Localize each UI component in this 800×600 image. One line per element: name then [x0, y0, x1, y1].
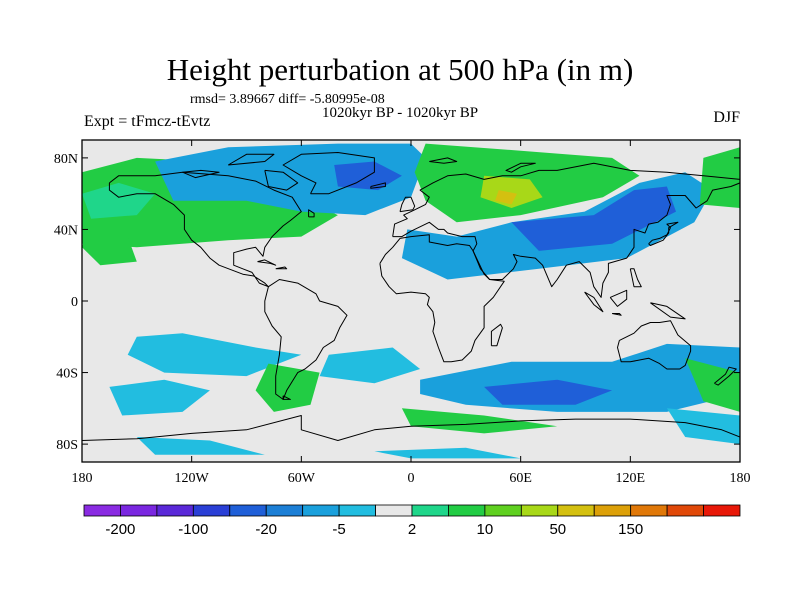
map-plot-area: [82, 140, 740, 462]
coastline-5: [379, 234, 505, 363]
coastline-18: [264, 169, 299, 191]
colorbar-swatch-9: [411, 504, 449, 517]
colorbar-swatch-12: [520, 504, 559, 517]
colorbar-label-6: 50: [549, 521, 566, 538]
coastline-19: [227, 153, 275, 166]
time-period: 1020kyr BP - 1020kyr BP: [322, 105, 479, 121]
coastline-12: [714, 366, 737, 386]
colorbar-label-2: -20: [255, 521, 277, 538]
contour-region-0: [82, 157, 338, 248]
colorbar-label-3: -5: [332, 521, 345, 538]
contour-region-17: [401, 408, 558, 434]
coastline-20: [182, 169, 220, 179]
coastline-8: [399, 196, 416, 213]
lon-tick-label-2: 60W: [288, 471, 316, 486]
coastlines: [82, 152, 740, 441]
colorbar-swatch-10: [448, 504, 486, 517]
colorbar-swatch-15: [630, 504, 668, 517]
coastline-22: [275, 266, 288, 270]
experiment-label: Expt = tFmcz-tEvtz: [84, 113, 211, 130]
coastline-1: [264, 279, 348, 400]
lon-tick-label-5: 120E: [616, 471, 646, 486]
lon-tick-label-0: 180: [72, 471, 93, 486]
lon-tick-label-6: 180: [730, 471, 751, 486]
colorbar-label-5: 10: [477, 521, 494, 538]
colorbar-swatch-8: [375, 504, 413, 517]
lon-tick-label-1: 120W: [175, 471, 210, 486]
colorbar-swatch-2: [156, 504, 194, 517]
coastline-3: [392, 162, 740, 237]
colorbar-swatch-13: [557, 504, 595, 517]
coastline-14: [612, 313, 622, 316]
contour-region-8: [511, 186, 676, 251]
coastline-6: [617, 320, 692, 370]
lat-tick-label-3: 40S: [56, 367, 78, 382]
coastline-26: [282, 395, 291, 400]
contour-region-13: [255, 363, 320, 412]
contour-region-19: [136, 437, 265, 455]
rmsd-stats: rmsd= 3.89667 diff= -5.80995e-08: [190, 92, 385, 107]
colorbar-swatch-0: [83, 504, 121, 517]
coastline-2: [282, 152, 375, 195]
lon-tick-label-3: 0: [408, 471, 415, 486]
coastline-23: [308, 209, 315, 218]
coastline-24: [429, 157, 458, 164]
contour-region-11: [127, 333, 302, 377]
contour-region-16: [484, 379, 613, 405]
colorbar-swatch-16: [666, 504, 704, 517]
colorbar: -200 -100 -20 -5 2 10 50 150: [83, 504, 741, 538]
coastline-10: [648, 221, 679, 246]
contour-region-1: [82, 182, 156, 219]
colorbar-label-7: 150: [618, 521, 643, 538]
coastline-9: [370, 182, 386, 189]
coastline-25: [505, 162, 536, 173]
season-label: DJF: [713, 109, 740, 126]
coastline-15: [609, 289, 628, 307]
lat-tick-label-2: 0: [71, 295, 78, 310]
colorbar-swatch-4: [229, 504, 267, 517]
contour-region-14: [319, 347, 421, 384]
lat-tick-label-4: 80S: [56, 438, 78, 453]
figure-title: Height perturbation at 500 hPa (in m): [166, 52, 634, 87]
coastline-0: [108, 171, 302, 288]
colorbar-swatch-6: [302, 504, 340, 517]
contour-fields: [82, 143, 740, 459]
lon-tick-label-4: 60E: [509, 471, 532, 486]
lat-tick-label-0: 80N: [54, 152, 78, 167]
coastline-4: [392, 182, 740, 298]
colorbar-swatch-17: [703, 504, 741, 517]
contour-region-2: [155, 143, 426, 216]
colorbar-swatch-7: [338, 504, 376, 517]
coastline-13: [584, 291, 604, 313]
colorbar-swatch-11: [484, 504, 522, 517]
coastline-16: [650, 302, 686, 320]
lat-tick-label-1: 40N: [54, 223, 78, 238]
colorbar-label-1: -100: [178, 521, 208, 538]
colorbar-label-0: -200: [105, 521, 135, 538]
coastline-11: [490, 323, 503, 347]
colorbar-swatch-3: [192, 504, 231, 517]
coastline-17: [629, 268, 642, 288]
map-axes: 80N 40N 0 40S 80S 180 120W 60W 0 60E 120E 180: [54, 140, 751, 486]
colorbar-swatch-1: [120, 504, 158, 517]
colorbar-swatch-5: [265, 504, 304, 517]
contour-region-21: [374, 447, 521, 459]
contour-region-6: [495, 190, 517, 205]
coastline-21: [257, 259, 277, 266]
colorbar-swatch-14: [593, 504, 632, 517]
coastline-7: [82, 415, 740, 441]
contour-region-12: [109, 379, 210, 416]
colorbar-label-4: 2: [408, 521, 416, 538]
contour-region-10: [82, 233, 137, 266]
